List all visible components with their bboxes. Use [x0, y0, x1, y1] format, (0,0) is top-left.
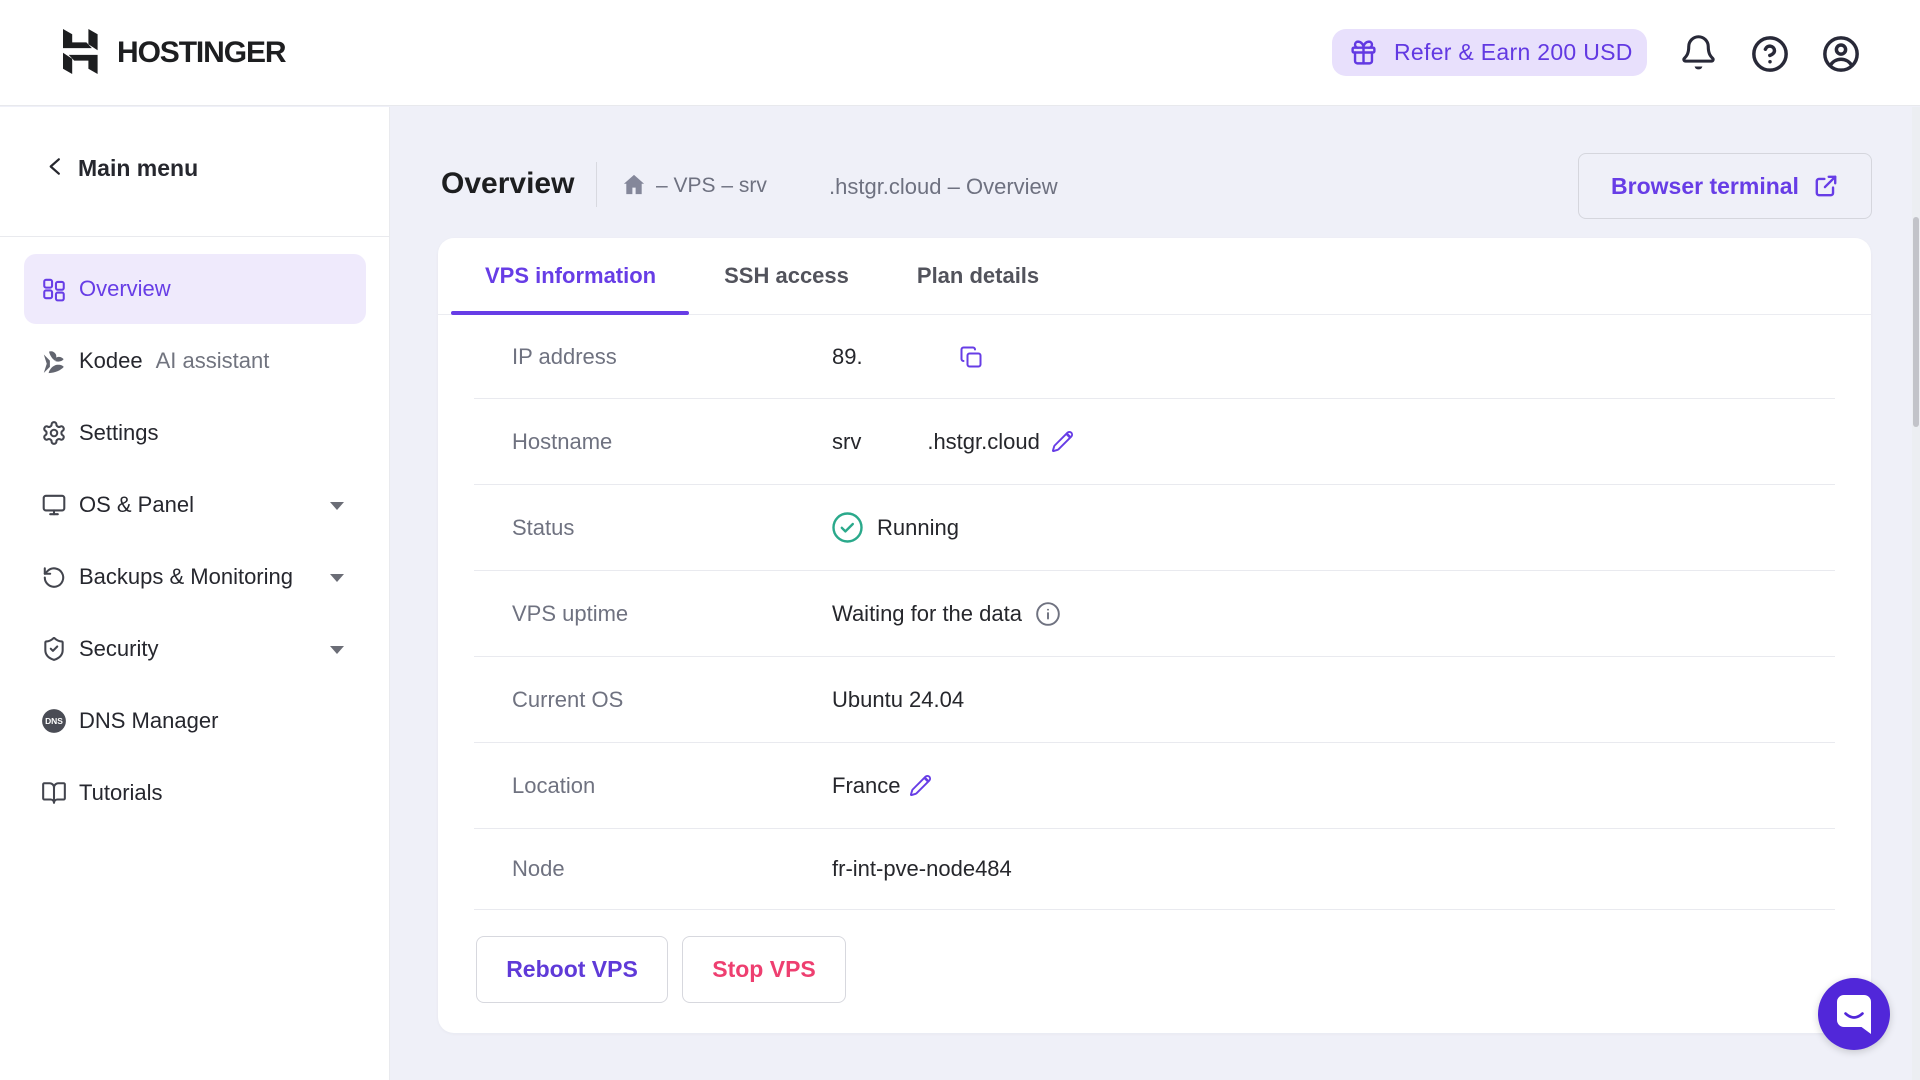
svg-text:DNS: DNS: [45, 716, 63, 726]
